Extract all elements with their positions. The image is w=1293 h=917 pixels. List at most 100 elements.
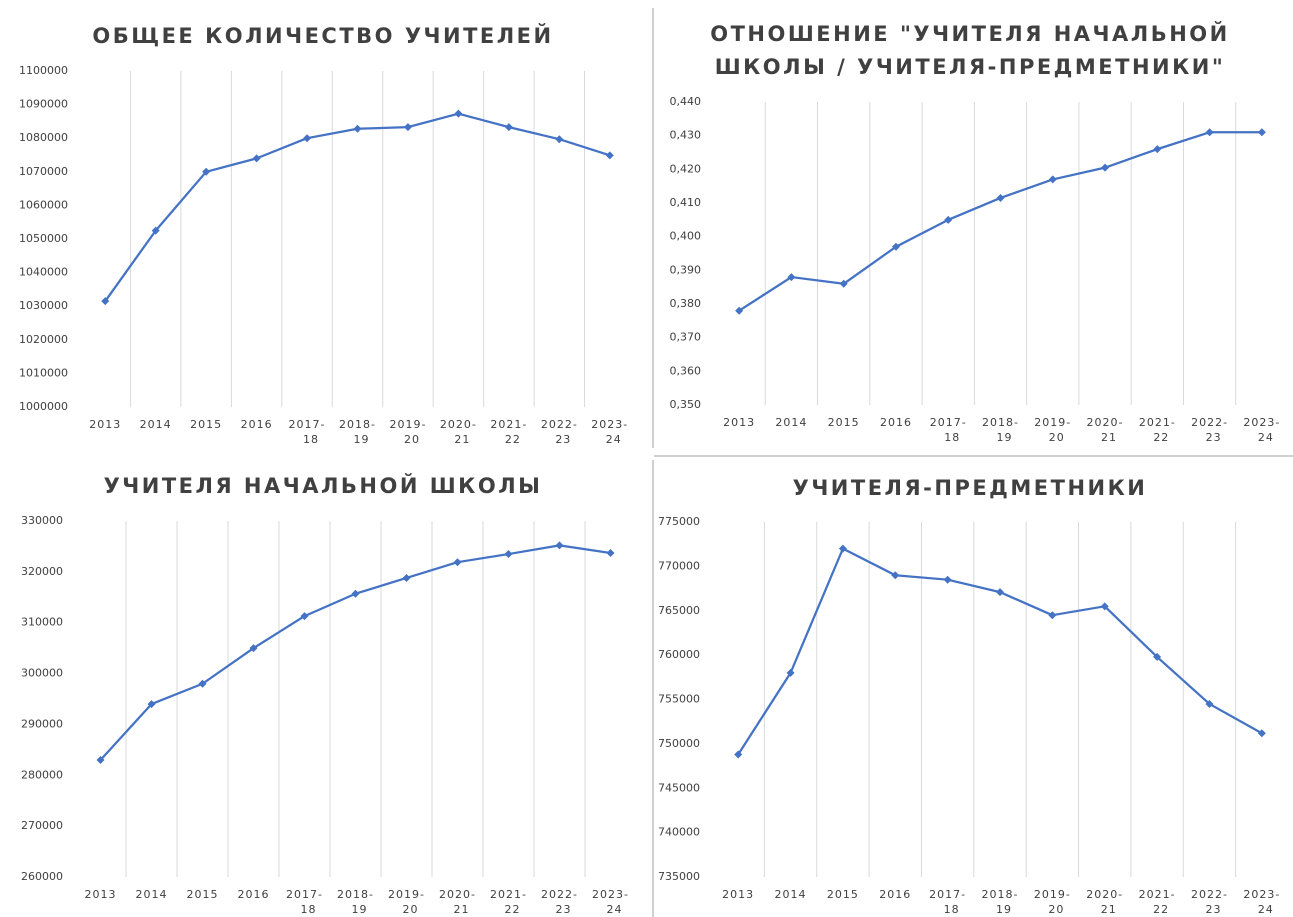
x-tick-label: 2015	[828, 416, 860, 429]
x-tick-label: 2021-22	[490, 418, 527, 446]
x-tick-label: 2020-21	[439, 888, 476, 916]
x-tick-label: 2022-23	[541, 888, 578, 916]
data-point	[249, 644, 258, 653]
data-point	[402, 573, 411, 582]
data-point	[944, 215, 953, 224]
y-tick-label: 735000	[658, 870, 700, 883]
x-tick-label: 2022-23	[1191, 416, 1228, 444]
data-point	[1153, 652, 1162, 661]
chart-panel: 260000 270000 280000 290000 300000 310000 3200…	[0, 458, 646, 916]
divider	[654, 455, 1293, 457]
data-point	[943, 575, 952, 584]
divider	[652, 460, 654, 917]
x-tick-label: 2022-23	[1191, 888, 1228, 916]
data-point	[555, 541, 564, 550]
x-tick-label: 2019-20	[389, 418, 426, 446]
x-tick-label: 2019-20	[388, 888, 425, 916]
data-point	[555, 135, 564, 144]
y-tick-label: 280000	[21, 768, 63, 781]
y-tick-label: 0,370	[670, 331, 702, 344]
y-tick-label: 1070000	[19, 165, 68, 178]
data-point	[101, 297, 110, 306]
data-point	[1153, 145, 1162, 154]
data-point	[504, 123, 513, 132]
data-point	[891, 242, 900, 251]
data-point	[1100, 602, 1109, 611]
y-tick-label: 270000	[21, 819, 63, 832]
data-point	[300, 612, 309, 621]
y-tick-label: 750000	[658, 737, 700, 750]
y-tick-label: 0,360	[670, 364, 702, 377]
x-tick-label: 2020-21	[1086, 888, 1123, 916]
x-tick-label: 2017-18	[286, 888, 323, 916]
y-tick-label: 740000	[658, 826, 700, 839]
y-tick-label: 300000	[21, 667, 63, 680]
y-tick-label: 0,380	[670, 297, 702, 310]
data-point	[151, 226, 160, 235]
data-point	[353, 124, 362, 133]
y-tick-label: 1000000	[19, 400, 68, 413]
y-tick-label: 320000	[21, 565, 63, 578]
data-point	[198, 679, 207, 688]
x-tick-label: 2017-18	[289, 418, 326, 446]
data-point	[787, 273, 796, 282]
data-point	[252, 154, 261, 163]
x-tick-label: 2016	[880, 416, 912, 429]
data-point	[453, 558, 462, 567]
data-point	[454, 109, 463, 118]
x-tick-label: 2015	[187, 888, 219, 901]
chart-title: ОБЩЕЕ КОЛИЧЕСТВО УЧИТЕЛЕЙ	[92, 24, 554, 48]
y-tick-label: 0,350	[670, 398, 702, 411]
x-tick-label: 2021-22	[490, 888, 527, 916]
data-point	[1205, 128, 1214, 137]
x-tick-label: 2014	[775, 416, 807, 429]
y-tick-label: 0,400	[670, 230, 702, 243]
x-tick-label: 2013	[723, 416, 755, 429]
y-tick-label: 1060000	[19, 198, 68, 211]
data-point	[735, 306, 744, 315]
chart: 260000 270000 280000 290000 300000 310000 3200…	[21, 514, 628, 916]
data-point	[1101, 163, 1110, 172]
y-tick-label: 0,410	[670, 196, 702, 209]
y-tick-label: 290000	[21, 717, 63, 730]
y-tick-label: 0,420	[670, 162, 702, 175]
x-tick-label: 2019-20	[1034, 416, 1071, 444]
x-tick-label: 2019-20	[1034, 888, 1071, 916]
data-point	[839, 279, 848, 288]
y-tick-label: 330000	[21, 514, 63, 527]
x-tick-label: 2016	[238, 888, 270, 901]
x-tick-label: 2013	[85, 888, 117, 901]
x-tick-label: 2013	[722, 888, 754, 901]
x-tick-label: 2014	[140, 418, 172, 431]
chart-panel: 735000 740000 745000 750000 755000 760000 7650…	[647, 458, 1293, 916]
x-tick-label: 2017-18	[929, 888, 966, 916]
data-point	[147, 700, 156, 709]
chart-title: ОТНОШЕНИЕ "УЧИТЕЛЯ НАЧАЛЬНОЙ ШКОЛЫ / УЧИ…	[710, 22, 1230, 79]
data-point	[403, 123, 412, 132]
chart-panel: 1000000 1010000 1020000 1030000 1040000 10500…	[0, 0, 646, 458]
chart-panel: 0,350 0,360 0,370 0,380 0,390 0,400 0,410 0,420…	[647, 0, 1293, 458]
y-tick-label: 310000	[21, 616, 63, 629]
y-tick-label: 1040000	[19, 266, 68, 279]
x-tick-label: 2015	[190, 418, 222, 431]
chart-title: УЧИТЕЛЯ НАЧАЛЬНОЙ ШКОЛЫ	[103, 474, 543, 498]
data-point	[734, 750, 743, 759]
data-point	[786, 668, 795, 677]
x-tick-label: 2014	[136, 888, 168, 901]
x-tick-label: 2018-19	[982, 888, 1019, 916]
y-tick-label: 765000	[658, 604, 700, 617]
y-tick-label: 1030000	[19, 299, 68, 312]
y-tick-label: 775000	[658, 515, 700, 528]
y-tick-label: 760000	[658, 648, 700, 661]
y-tick-label: 1090000	[19, 98, 68, 111]
x-tick-label: 2020-21	[440, 418, 477, 446]
y-tick-label: 0,430	[670, 129, 702, 142]
y-tick-label: 260000	[21, 870, 63, 883]
data-point	[1257, 729, 1266, 738]
x-tick-label: 2013	[89, 418, 121, 431]
x-tick-label: 2023-24	[591, 418, 628, 446]
x-tick-label: 2021-22	[1139, 416, 1176, 444]
chart: 1000000 1010000 1020000 1030000 1040000 10500…	[19, 64, 628, 446]
data-point	[351, 589, 360, 598]
y-tick-label: 1100000	[19, 64, 68, 77]
